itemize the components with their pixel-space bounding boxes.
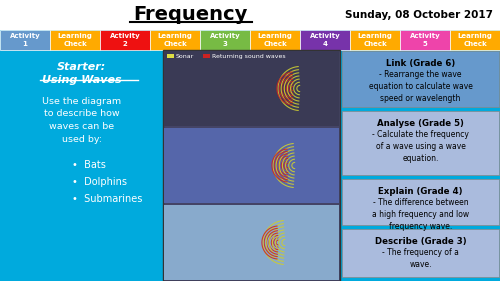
FancyBboxPatch shape (150, 30, 200, 50)
FancyBboxPatch shape (350, 30, 400, 50)
Text: Learning
Check: Learning Check (458, 33, 492, 47)
Text: Activity
5: Activity 5 (410, 33, 440, 47)
FancyBboxPatch shape (300, 30, 350, 50)
FancyBboxPatch shape (50, 30, 100, 50)
Text: Link (Grade 6): Link (Grade 6) (386, 59, 455, 68)
Text: Explain (Grade 4): Explain (Grade 4) (378, 187, 463, 196)
FancyBboxPatch shape (0, 0, 500, 30)
Text: Sonar: Sonar (176, 54, 194, 59)
FancyBboxPatch shape (167, 54, 174, 58)
Text: •  Bats
•  Dolphins
•  Submarines: • Bats • Dolphins • Submarines (72, 160, 142, 204)
Text: Use the diagram
to describe how
waves can be
used by:: Use the diagram to describe how waves ca… (42, 97, 121, 144)
Text: Learning
Check: Learning Check (358, 33, 392, 47)
Text: Describe (Grade 3): Describe (Grade 3) (374, 237, 466, 246)
FancyBboxPatch shape (400, 30, 450, 50)
FancyBboxPatch shape (342, 179, 499, 225)
Text: Learning
Check: Learning Check (158, 33, 192, 47)
Text: Starter:
Using Waves: Starter: Using Waves (42, 62, 121, 85)
FancyBboxPatch shape (342, 229, 499, 277)
FancyBboxPatch shape (200, 30, 250, 50)
Text: Learning
Check: Learning Check (258, 33, 292, 47)
FancyBboxPatch shape (342, 111, 499, 175)
FancyBboxPatch shape (0, 30, 50, 50)
FancyBboxPatch shape (450, 30, 500, 50)
Text: - Rearrange the wave
equation to calculate wave
speed or wavelength: - Rearrange the wave equation to calcula… (368, 70, 472, 103)
Text: - Calculate the frequency
of a wave using a wave
equation.: - Calculate the frequency of a wave usin… (372, 130, 469, 163)
FancyBboxPatch shape (163, 50, 340, 281)
Text: Activity
2: Activity 2 (110, 33, 140, 47)
Text: - The difference between
a high frequency and low
frequency wave.: - The difference between a high frequenc… (372, 198, 469, 231)
FancyBboxPatch shape (164, 205, 339, 280)
FancyBboxPatch shape (342, 51, 499, 107)
Text: Learning
Check: Learning Check (58, 33, 92, 47)
Text: Activity
1: Activity 1 (10, 33, 40, 47)
Text: - The frequency of a
wave.: - The frequency of a wave. (382, 248, 459, 269)
FancyBboxPatch shape (164, 51, 339, 126)
Text: Analyse (Grade 5): Analyse (Grade 5) (377, 119, 464, 128)
Text: Activity
3: Activity 3 (210, 33, 240, 47)
Text: Returning sound waves: Returning sound waves (212, 54, 286, 59)
Text: Sunday, 08 October 2017: Sunday, 08 October 2017 (345, 10, 493, 20)
Text: Activity
4: Activity 4 (310, 33, 340, 47)
FancyBboxPatch shape (250, 30, 300, 50)
FancyBboxPatch shape (164, 128, 339, 203)
FancyBboxPatch shape (203, 54, 210, 58)
FancyBboxPatch shape (100, 30, 150, 50)
Text: Frequency: Frequency (133, 6, 247, 24)
